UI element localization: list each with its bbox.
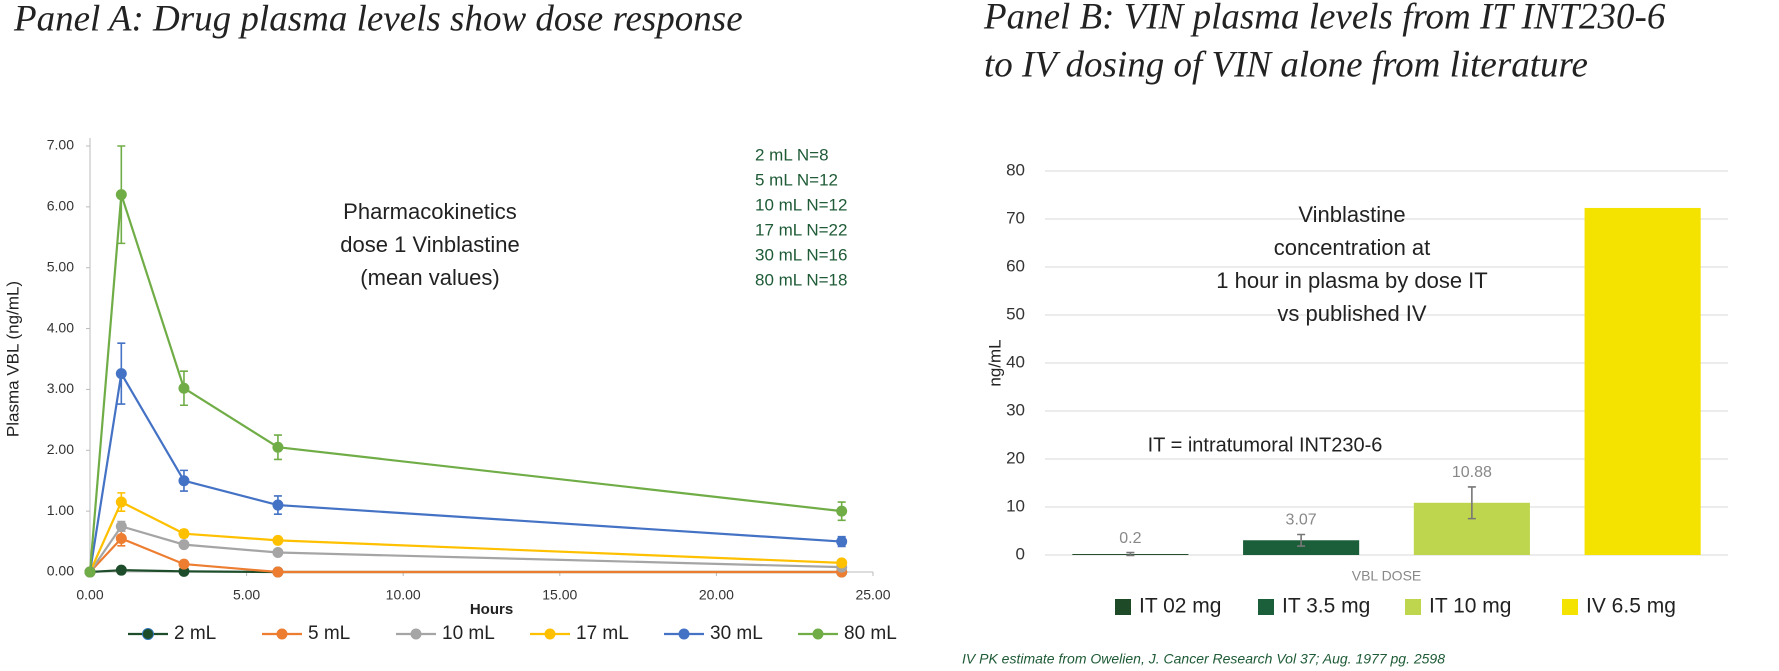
data-point (272, 547, 284, 559)
legend-label: 30 mL (710, 623, 763, 644)
data-point (178, 475, 190, 487)
y-axis-label: Plasma VBL (ng/mL) (3, 281, 22, 437)
annotation: dose 1 Vinblastine (340, 232, 519, 257)
legend-swatch (1405, 599, 1421, 615)
n-label: 5 mL N=12 (755, 170, 838, 189)
legend-label: 2 mL (174, 623, 216, 644)
data-point (836, 557, 848, 569)
n-label: 10 mL N=12 (755, 195, 847, 214)
y-axis-label: ng/mL (985, 339, 1004, 386)
x-tick-label: 25.00 (855, 587, 890, 603)
y-tick-label: 0.00 (47, 563, 74, 579)
legend-marker (142, 628, 154, 640)
annotation: vs published IV (1277, 301, 1427, 326)
data-point (178, 528, 190, 540)
data-point (115, 189, 127, 201)
bar (1243, 540, 1360, 555)
legend-label: 5 mL (308, 623, 350, 644)
bar (1584, 207, 1701, 555)
y-tick-label: 1.00 (47, 502, 74, 518)
series-line (88, 500, 842, 573)
legend-swatch (1562, 599, 1578, 615)
x-tick-label: 10.00 (386, 587, 421, 603)
x-tick-label: 0.00 (76, 587, 103, 603)
data-point (115, 368, 127, 380)
annotation: concentration at (1274, 235, 1431, 260)
legend-label: 10 mL (442, 623, 495, 644)
data-point (836, 536, 848, 548)
annotation: Vinblastine (1298, 202, 1405, 227)
data-point (178, 539, 190, 551)
x-axis-label: VBL DOSE (1352, 568, 1422, 584)
y-tick-label: 4.00 (47, 319, 74, 335)
value-label: 3.07 (1286, 512, 1317, 529)
y-tick-label: 0 (1016, 544, 1025, 563)
chart-title: Panel A: Drug plasma levels show dose re… (13, 0, 743, 39)
y-tick-label: 2.00 (47, 441, 74, 457)
error-bar (1297, 533, 1306, 547)
annotation: (mean values) (360, 265, 499, 290)
y-tick-label: 50 (1006, 304, 1025, 323)
y-tick-label: 80 (1006, 160, 1025, 179)
y-tick-label: 40 (1006, 352, 1025, 371)
legend-label: IT 3.5 mg (1282, 595, 1370, 618)
annotation: 1 hour in plasma by dose IT (1216, 268, 1487, 293)
data-point (115, 564, 127, 576)
value-label: 0.2 (1119, 530, 1141, 547)
legend-label: IV 6.5 mg (1586, 595, 1676, 618)
series-line (89, 537, 842, 574)
n-label: 2 mL N=8 (755, 145, 829, 164)
data-point (84, 566, 96, 578)
data-point (115, 533, 127, 545)
y-tick-label: 3.00 (47, 380, 74, 396)
legend-label: IT 02 mg (1139, 595, 1221, 618)
data-point (115, 496, 127, 508)
data-point (272, 534, 284, 546)
legend-label: 17 mL (576, 623, 629, 644)
legend-marker (678, 628, 690, 640)
y-tick-label: 10 (1006, 496, 1025, 515)
legend-swatch (1115, 599, 1131, 615)
legend-swatch (1258, 599, 1274, 615)
y-tick-label: 5.00 (47, 258, 74, 274)
data-point (272, 441, 284, 453)
x-tick-label: 20.00 (699, 587, 734, 603)
error-bar (1467, 486, 1476, 520)
x-tick-label: 5.00 (233, 587, 260, 603)
data-point (272, 566, 284, 578)
note: IT = intratumoral INT230-6 (1148, 434, 1383, 456)
footnote: IV PK estimate from Owelien, J. Cancer R… (962, 651, 1445, 667)
y-tick-label: 7.00 (47, 137, 74, 153)
series-line (88, 370, 842, 573)
y-tick-label: 60 (1006, 256, 1025, 275)
chart-title: to IV dosing of VIN alone from literatur… (984, 44, 1588, 85)
data-point (836, 505, 848, 517)
legend-label: 80 mL (844, 623, 897, 644)
legend-marker (410, 628, 422, 640)
n-label: 80 mL N=18 (755, 270, 847, 289)
legend-marker (812, 628, 824, 640)
data-point (115, 520, 127, 532)
y-tick-label: 70 (1006, 208, 1025, 227)
data-point (272, 499, 284, 511)
annotation: Pharmacokinetics (343, 199, 517, 224)
data-point (178, 558, 190, 570)
chart-title: Panel B: VIN plasma levels from IT INT23… (983, 0, 1666, 37)
n-label: 30 mL N=16 (755, 245, 847, 264)
data-point (178, 382, 190, 394)
n-label: 17 mL N=22 (755, 220, 847, 239)
value-label: 10.88 (1452, 464, 1492, 481)
x-tick-label: 15.00 (542, 587, 577, 603)
y-tick-label: 30 (1006, 400, 1025, 419)
legend-label: IT 10 mg (1429, 595, 1511, 618)
y-tick-label: 6.00 (47, 198, 74, 214)
legend-marker (276, 628, 288, 640)
error-bar (1126, 551, 1135, 557)
legend-marker (544, 628, 556, 640)
x-axis-label: Hours (470, 601, 513, 618)
y-tick-label: 20 (1006, 448, 1025, 467)
